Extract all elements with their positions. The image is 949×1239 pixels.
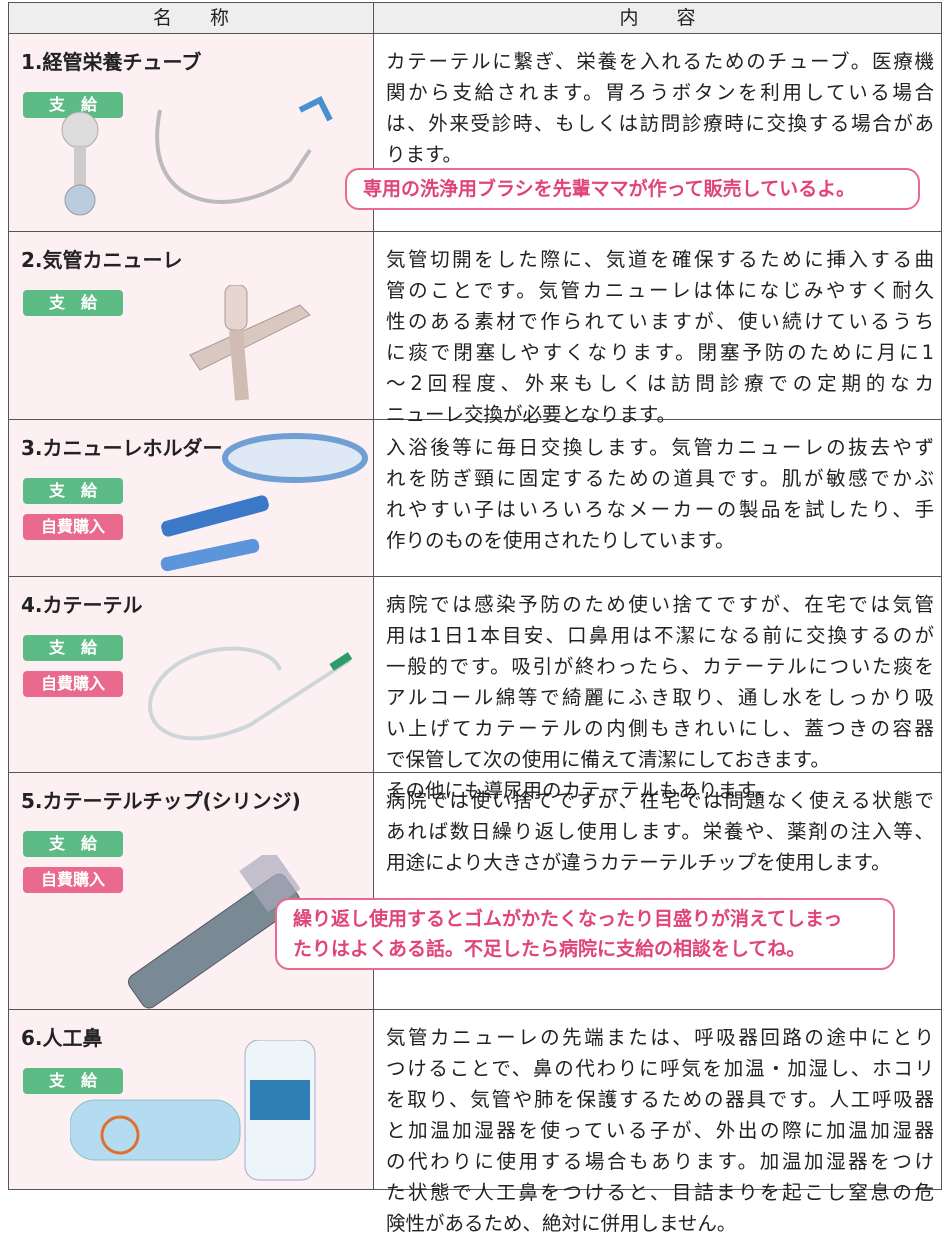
text-line: れを防ぎ頸に固定するための道具です。肌が敏感でかぶ [386,467,934,490]
item-title: 5.カテーテルチップ(シリンジ) [21,789,301,813]
text-line: あれば数日繰り返し使用します。栄養や、薬剤の注入等、 [386,820,934,843]
nose-illustration [70,1040,316,1181]
bubble-line: たりはよくある話。不足したら病院に支給の相談をしてね。 [293,938,806,960]
bubble-line: 専用の洗浄用ブラシを先輩ママが作って販売しているよ。 [363,178,856,200]
text-line: ニューレ交換が必要となります。 [386,403,676,426]
text-line: 性のある素材で作られていますが、使い続けているうち [386,310,934,333]
badge: 自費購入 [23,671,123,697]
text-line: 病院では使い捨てですが、在宅では問題なく使える状態で [386,789,934,812]
item-title: 1.経管栄養チューブ [21,50,202,74]
text-line: 気管カニューレの先端または、呼吸器回路の途中にとり [386,1026,934,1049]
text-line: 管のことです。気管カニューレは体になじみやすく耐久 [386,279,934,302]
text-line: い上げてカテーテルの内側もきれいにし、蓋つきの容器 [386,717,934,740]
description: 気管カニューレの先端または、呼吸器回路の途中にとり つけることで、鼻の代わりに呼気… [386,1022,934,1239]
name-cell [9,232,374,419]
header-name: 名 称 [8,2,374,34]
text-line: で保管して次の使用に備えて清潔にしておきます。 [386,748,830,771]
holder-illustration [160,433,368,572]
text-line: 気管切開をした際に、気道を確保するために挿入する曲 [386,248,934,271]
badge: 支 給 [23,831,123,857]
table-row: 4.カテーテル支 給自費購入 病院では感染予防のため使い捨てですが、在宅では気管用… [8,577,942,802]
text-line: 病院では感染予防のため使い捨てですが、在宅では気管 [386,593,934,616]
text-line: その他にも導尿用のカテーテルもあります。 [386,779,775,802]
text-line: と加温加湿器を使っている子が、外出の際に加温加湿器 [386,1119,934,1142]
text-line: ～2回程度、外来もしくは訪問診療での定期的なカ [386,372,934,395]
text-line: 作りのものを使用されたりしています。 [386,529,735,552]
text-line: 険性があるため、絶対に併用しません。 [386,1212,737,1235]
text-line: 用途により大きさが違うカテーテルチップを使用します。 [386,851,891,874]
badge: 支 給 [23,635,123,661]
speech-bubble: 専用の洗浄用ブラシを先輩ママが作って販売しているよ。 [345,168,920,210]
item-title: 6.人工鼻 [21,1026,103,1050]
text-line: の代わりに使用する場合もあります。加温加湿器をつけ [386,1150,934,1173]
text-line: カテーテルに繋ぎ、栄養を入れるためのチューブ。医療機 [386,50,934,73]
syringe-illustration [128,855,300,1009]
description: 入浴後等に毎日交換します。気管カニューレの抜去やず れを防ぎ頸に固定するための道具… [386,432,934,556]
description: 気管切開をした際に、気道を確保するために挿入する曲 管のことです。気管カニューレは… [386,244,934,430]
text-line: は、外来受診時、もしくは訪問診療時に交換する場合があ [386,112,934,135]
description: カテーテルに繋ぎ、栄養を入れるためのチューブ。医療機 関から支給されます。胃ろうボ… [386,46,934,170]
item-title: 3.カニューレホルダー [21,436,223,460]
item-title: 2.気管カニューレ [21,248,183,272]
text-line: 関から支給されます。胃ろうボタンを利用している場合 [386,81,934,104]
description: 病院では感染予防のため使い捨てですが、在宅では気管 用は1日1本目安、口鼻用は不潔… [386,589,934,806]
text-line: 入浴後等に毎日交換します。気管カニューレの抜去やず [386,436,934,459]
table-row: 2.気管カニューレ支 給 気管切開をした際に、気道を確保するために挿入する曲 管のこ… [8,232,942,426]
badge: 自費購入 [23,514,123,540]
cannula-illustration [189,285,311,401]
text-line: た状態で人工鼻をつけると、目詰まりを起こし窒息の危 [386,1181,934,1204]
tube-illustration [61,95,333,216]
speech-bubble: 繰り返し使用するとゴムがかたくなったり目盛りが消えてしまっ たりはよくある話。不足… [275,898,895,970]
badge: 支 給 [23,1068,123,1094]
badge: 支 給 [23,290,123,316]
text-line: ります。 [386,143,463,166]
page: 名 称 内 容 1.経管栄養チューブ支 給 カテーテルに繋ぎ、栄養を入れるためのチ… [8,2,942,1235]
badge: 支 給 [23,478,123,504]
text-line: つけることで、鼻の代わりに呼気を加温・加湿し、ホコリ [386,1057,934,1080]
text-line: 用は1日1本目安、口鼻用は不潔になる前に交換するのが [386,624,934,647]
text-line: 一般的です。吸引が終わったら、カテーテルについた痰を [386,655,934,678]
table-row: 5.カテーテルチップ(シリンジ) 支 給自費購入 病院では使い捨てですが、在宅では問… [8,773,942,1010]
text-line: れやすい子はいろいろなメーカーの製品を試したり、手 [386,498,934,521]
table-row: 3.カニューレホルダー支 給自費購入 入浴後等に毎日交換します。気管カニューレの抜… [8,420,942,577]
text-line: を取り、気管や肺を保護するための器具です。人工呼吸器 [386,1088,934,1111]
text-line: アルコール綿等で綺麗にふき取り、通し水をしっかり吸 [386,686,934,709]
description: 病院では使い捨てですが、在宅では問題なく使える状態で あれば数日繰り返し使用します… [386,785,934,878]
bubble-line: 繰り返し使用するとゴムがかたくなったり目盛りが消えてしまっ [293,908,843,930]
text-line: に痰で閉塞しやすくなります。閉塞予防のために月に1 [386,341,934,364]
header-content: 内 容 [373,2,942,34]
item-title: 4.カテーテル [21,593,143,617]
catheter-illustration [148,646,353,741]
badge: 自費購入 [23,867,123,893]
